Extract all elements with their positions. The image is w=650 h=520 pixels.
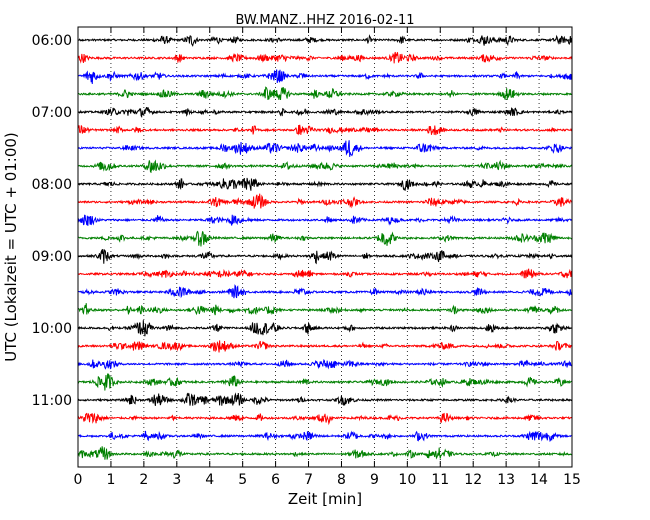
trace-0800 [77,177,573,192]
trace-0915 [77,268,573,279]
trace-1130 [77,430,573,443]
y-axis: 06:00 07:00 08:00 09:00 10:00 11:00 [32,33,572,409]
x-tick-label-0: 0 [74,472,83,488]
x-tick-label-1: 1 [106,472,115,488]
x-tick-label-11: 11 [431,472,449,488]
x-axis: 0 1 2 3 4 5 6 7 8 9 10 11 12 13 14 15 [74,27,581,488]
traces [77,34,573,460]
x-tick-label-3: 3 [172,472,181,488]
trace-0615 [77,51,573,64]
chart-title: BW.MANZ..HHZ 2016-02-11 [235,13,414,28]
trace-0815 [77,193,573,209]
x-axis-label: Zeit [min] [288,490,362,508]
x-tick-label-15: 15 [563,472,581,488]
minute-grid [110,27,540,467]
y-tick-label-1000: 10:00 [32,321,72,337]
trace-0745 [77,159,573,174]
trace-0715 [77,124,573,136]
trace-1015 [77,340,573,353]
y-tick-label-0900: 09:00 [32,249,72,265]
trace-0645 [77,86,573,100]
y-axis-label: UTC (Lokalzeit = UTC + 01:00) [2,132,20,362]
trace-0845 [77,230,573,247]
x-tick-label-7: 7 [304,472,313,488]
trace-0900 [77,249,573,265]
x-tick-label-13: 13 [497,472,515,488]
trace-0930 [77,284,573,299]
trace-1145 [77,446,573,460]
x-tick-label-10: 10 [398,472,416,488]
trace-1100 [77,392,573,406]
x-tick-label-5: 5 [238,472,247,488]
x-tick-label-2: 2 [139,472,148,488]
trace-0600 [77,34,573,47]
y-tick-label-0700: 07:00 [32,105,72,121]
plot-frame [77,26,573,468]
trace-1045 [77,373,573,391]
trace-1000 [77,320,573,337]
y-tick-label-1100: 11:00 [32,393,72,409]
y-tick-label-0600: 06:00 [32,33,72,49]
x-tick-label-9: 9 [370,472,379,488]
trace-1115 [77,412,573,426]
x-tick-label-12: 12 [464,472,482,488]
trace-1030 [77,358,573,370]
trace-0830 [77,214,573,226]
x-tick-label-14: 14 [530,472,548,488]
x-tick-label-6: 6 [271,472,280,488]
trace-0945 [77,303,573,316]
trace-0630 [77,69,573,84]
trace-0700 [77,107,573,119]
y-tick-label-0800: 08:00 [32,177,72,193]
trace-0730 [77,140,573,157]
x-tick-label-8: 8 [337,472,346,488]
x-tick-label-4: 4 [205,472,214,488]
